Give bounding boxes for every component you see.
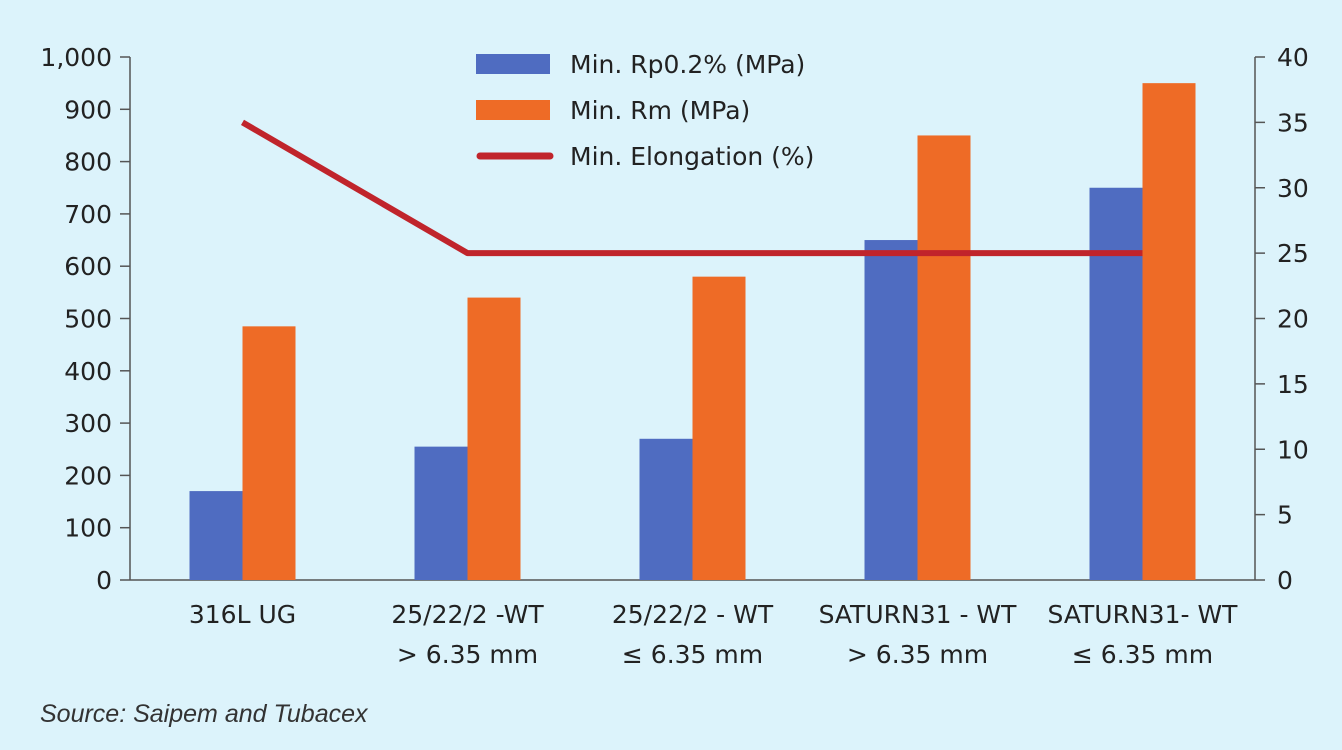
left-tick-label: 300	[64, 409, 112, 438]
legend-label: Min. Rm (MPa)	[570, 96, 750, 125]
right-tick-label: 15	[1277, 370, 1309, 399]
bar	[692, 276, 746, 580]
bar	[189, 491, 243, 580]
bar	[467, 297, 521, 580]
right-tick-label: 40	[1277, 43, 1309, 72]
category-label: > 6.35 mm	[847, 640, 988, 669]
left-tick-label: 0	[96, 566, 112, 595]
bar	[1089, 187, 1143, 580]
category-label: ≤ 6.35 mm	[1072, 640, 1213, 669]
right-tick-label: 35	[1277, 108, 1309, 137]
legend-label: Min. Elongation (%)	[570, 142, 814, 171]
left-tick-label: 1,000	[40, 43, 112, 72]
left-tick-label: 100	[64, 514, 112, 543]
left-tick-label: 800	[64, 148, 112, 177]
left-tick-label: 900	[64, 95, 112, 124]
bar	[1142, 83, 1196, 581]
category-label: SATURN31 - WT	[819, 600, 1018, 629]
category-label: 25/22/2 - WT	[612, 600, 774, 629]
left-tick-label: 200	[64, 461, 112, 490]
bar	[917, 135, 971, 580]
right-tick-label: 20	[1277, 305, 1309, 334]
legend-swatch	[476, 100, 550, 120]
right-tick-label: 25	[1277, 239, 1309, 268]
bar	[414, 446, 468, 580]
right-tick-label: 30	[1277, 174, 1309, 203]
right-tick-label: 0	[1277, 566, 1293, 595]
left-tick-label: 700	[64, 200, 112, 229]
bar	[639, 438, 693, 580]
bar	[864, 240, 918, 581]
bar	[242, 326, 296, 580]
category-label: 316L UG	[189, 600, 296, 629]
category-label: > 6.35 mm	[397, 640, 538, 669]
category-label: ≤ 6.35 mm	[622, 640, 763, 669]
left-tick-label: 600	[64, 252, 112, 281]
left-tick-label: 400	[64, 357, 112, 386]
left-tick-label: 500	[64, 305, 112, 334]
elongation-line	[240, 119, 1143, 257]
legend-label: Min. Rp0.2% (MPa)	[570, 50, 805, 79]
source-note: Source: Saipem and Tubacex	[40, 700, 368, 728]
right-tick-label: 10	[1277, 435, 1309, 464]
right-tick-label: 5	[1277, 501, 1293, 530]
category-label: 25/22/2 -WT	[391, 600, 544, 629]
legend-swatch	[476, 54, 550, 74]
category-label: SATURN31- WT	[1048, 600, 1239, 629]
